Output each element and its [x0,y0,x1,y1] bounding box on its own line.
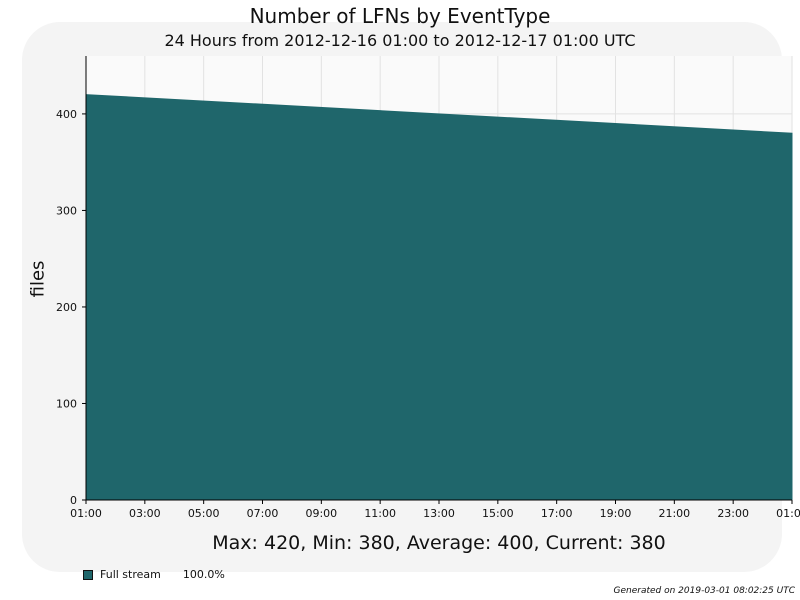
y-tick-label: 200 [56,301,77,314]
y-tick-label: 400 [56,108,77,121]
x-tick-label: 09:00 [305,507,337,520]
y-ticks: 0 100 200 300 400 [56,108,86,507]
area-series [85,94,793,501]
x-tick-label: 17:00 [541,507,573,520]
chart-title: Number of LFNs by EventType [249,4,551,28]
y-tick-label: 0 [70,494,77,507]
generated-timestamp: Generated on 2019-03-01 08:02:25 UTC [613,586,796,596]
x-tick-label: 05:00 [188,507,220,520]
x-tick-label: 19:00 [600,507,632,520]
legend-label: Full stream [100,568,161,581]
legend: Full stream 100.0% [83,568,225,581]
chart-subtitle: 24 Hours from 2012-12-16 01:00 to 2012-1… [164,31,636,50]
stats-summary: Max: 420, Min: 380, Average: 400, Curren… [212,532,666,554]
x-tick-label: 01:00 [776,507,800,520]
x-tick-label: 03:00 [129,507,161,520]
legend-swatch-full-stream [83,569,93,580]
x-tick-label: 21:00 [658,507,690,520]
y-tick-label: 100 [56,397,77,410]
x-tick-label: 01:00 [70,507,102,520]
area-full-stream [85,94,793,501]
y-tick-label: 300 [56,204,77,217]
x-tick-label: 15:00 [482,507,514,520]
x-tick-label: 11:00 [364,507,396,520]
x-ticks: 01:00 03:00 05:00 07:00 09:00 11:00 13:00 15:00… [70,500,800,520]
x-tick-label: 07:00 [247,507,279,520]
x-tick-label: 23:00 [717,507,749,520]
x-tick-label: 13:00 [423,507,455,520]
legend-percent: 100.0% [182,568,225,581]
